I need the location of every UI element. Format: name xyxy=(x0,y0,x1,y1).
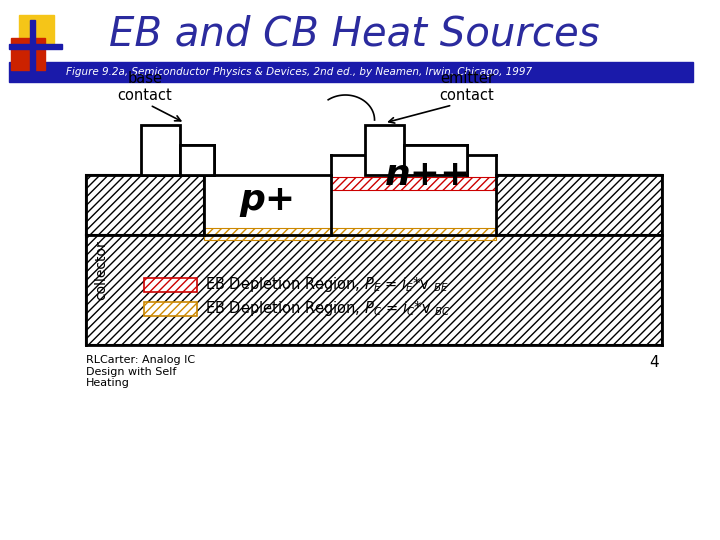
Bar xyxy=(204,175,496,235)
Bar xyxy=(144,302,197,316)
Text: base
contact: base contact xyxy=(117,71,172,103)
Text: emitter
contact: emitter contact xyxy=(440,71,495,103)
Bar xyxy=(141,125,180,175)
Text: collector: collector xyxy=(94,240,108,300)
Bar xyxy=(365,125,404,175)
Bar xyxy=(19,15,53,47)
Bar xyxy=(204,228,496,240)
Bar xyxy=(180,145,214,175)
Bar xyxy=(9,62,693,82)
Bar xyxy=(330,155,496,235)
Text: RLCarter: Analog IC
Design with Self
Heating: RLCarter: Analog IC Design with Self Hea… xyxy=(86,355,194,388)
Text: EB Depletion Region, $P_C$ = $i_C$*v $_{BC}$: EB Depletion Region, $P_C$ = $i_C$*v $_{… xyxy=(205,300,451,319)
Bar xyxy=(144,278,197,292)
Bar xyxy=(11,38,45,70)
Text: 4: 4 xyxy=(649,355,659,370)
Text: n++: n++ xyxy=(385,158,471,192)
Bar xyxy=(9,44,62,49)
Text: EB Depletion Region, $P_E$ = $i_E$*v $_{BE}$: EB Depletion Region, $P_E$ = $i_E$*v $_{… xyxy=(205,275,449,294)
Bar xyxy=(496,175,662,235)
Bar xyxy=(86,175,204,235)
Text: EB and CB Heat Sources: EB and CB Heat Sources xyxy=(109,15,600,53)
Bar xyxy=(404,145,467,175)
Bar xyxy=(30,20,35,80)
Text: p+: p+ xyxy=(240,183,296,217)
Bar xyxy=(86,235,662,345)
Bar xyxy=(330,177,496,190)
Text: Figure 9.2a, Semiconductor Physics & Devices, 2nd ed., by Neamen, Irwin, Chicago: Figure 9.2a, Semiconductor Physics & Dev… xyxy=(66,67,532,77)
